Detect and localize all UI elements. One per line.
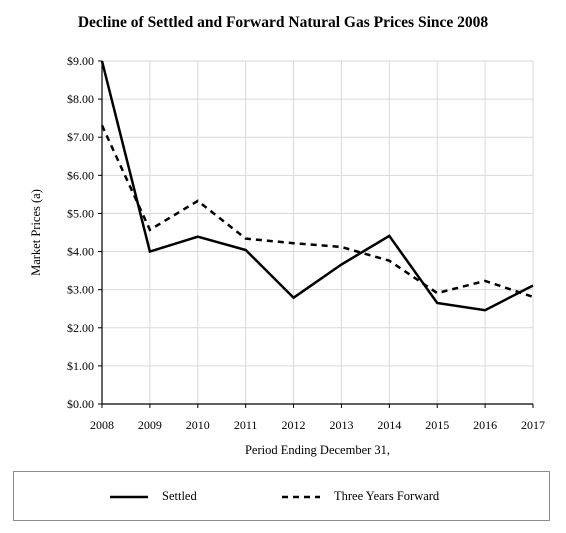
series-line-settled bbox=[100, 60, 534, 312]
y-tick-label: $4.00 bbox=[67, 245, 94, 259]
legend-swatch-solid bbox=[110, 495, 148, 498]
x-tick-label: 2016 bbox=[473, 418, 497, 432]
y-tick-label: $9.00 bbox=[67, 54, 94, 68]
x-tick-label: 2013 bbox=[329, 418, 353, 432]
legend-label-forward: Three Years Forward bbox=[334, 489, 440, 503]
y-axis-label: Market Prices (a) bbox=[29, 189, 43, 276]
legend-item-forward: Three Years Forward bbox=[282, 489, 439, 504]
series-line-three-years-forward bbox=[100, 124, 534, 299]
x-tick-label: 2010 bbox=[186, 418, 210, 432]
legend-label-settled: Settled bbox=[162, 489, 197, 503]
y-tick-label: $5.00 bbox=[67, 206, 94, 220]
legend-swatch-dashed bbox=[282, 495, 320, 498]
chart-title: Decline of Settled and Forward Natural G… bbox=[77, 14, 489, 31]
y-tick-label: $8.00 bbox=[67, 92, 94, 106]
y-tick-label: $3.00 bbox=[67, 283, 94, 297]
y-tick-label: $2.00 bbox=[67, 321, 94, 335]
legend-item-settled: Settled bbox=[110, 489, 197, 504]
line-chart: $0.00 $1.00 $2.00 $3.00 $4.00 $5.00 $6.00 $7.00… bbox=[29, 54, 545, 457]
x-tick-label: 2012 bbox=[282, 418, 306, 432]
x-axis-label: Period Ending December 31, bbox=[245, 443, 390, 457]
x-tick-label: 2009 bbox=[138, 418, 162, 432]
y-tick-label: $6.00 bbox=[67, 168, 94, 182]
gridlines bbox=[102, 60, 534, 404]
x-tick-labels: 2008 2009 2010 2011 2012 2013 2014 2015 2016 2017 bbox=[90, 418, 545, 432]
x-tick-label: 2015 bbox=[425, 418, 449, 432]
legend: Settled Three Years Forward bbox=[13, 471, 550, 521]
series-lines bbox=[100, 60, 534, 312]
y-tick-labels: $0.00 $1.00 $2.00 $3.00 $4.00 $5.00 $6.00 $7.00… bbox=[67, 54, 94, 411]
axes bbox=[98, 60, 534, 408]
y-tick-label: $0.00 bbox=[67, 397, 94, 411]
y-tick-label: $7.00 bbox=[67, 130, 94, 144]
x-tick-label: 2008 bbox=[90, 418, 114, 432]
y-tick-label: $1.00 bbox=[67, 359, 94, 373]
x-tick-label: 2014 bbox=[377, 418, 401, 432]
x-tick-label: 2017 bbox=[521, 418, 545, 432]
x-tick-label: 2011 bbox=[234, 418, 258, 432]
